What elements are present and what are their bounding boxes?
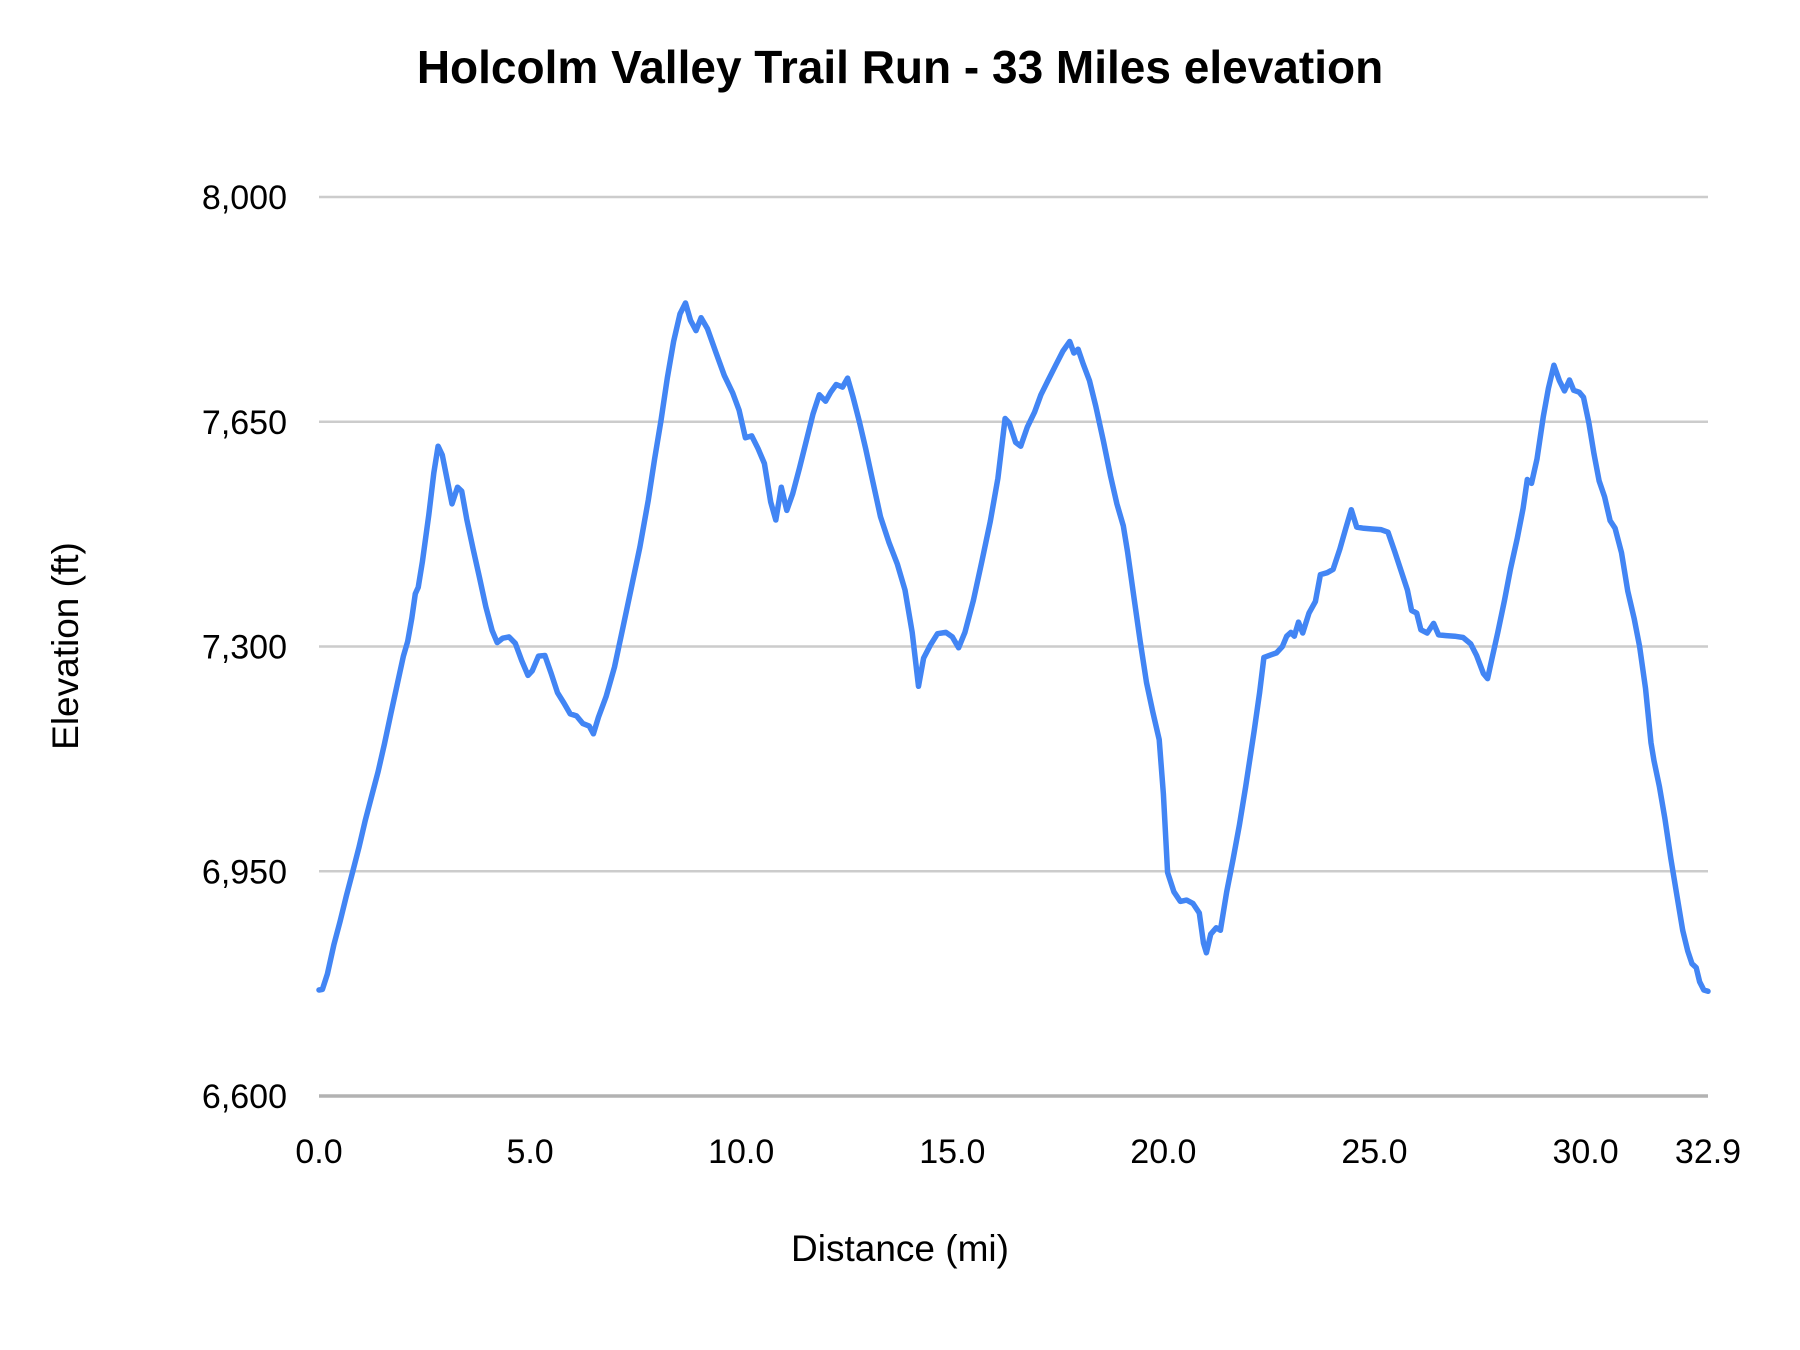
y-tick-label: 7,300 xyxy=(202,629,287,667)
x-tick-label: 30.0 xyxy=(1552,1133,1618,1171)
x-tick-label: 0.0 xyxy=(295,1133,342,1171)
y-axis-title: Elevation (ft) xyxy=(45,542,86,750)
y-tick-label: 6,600 xyxy=(202,1078,287,1116)
x-tick-label: 25.0 xyxy=(1341,1133,1407,1171)
elevation-line xyxy=(316,300,1711,995)
x-tick-label: 10.0 xyxy=(708,1133,774,1171)
x-tick-label: 15.0 xyxy=(919,1133,985,1171)
x-tick-label: 20.0 xyxy=(1130,1133,1196,1171)
y-tick-label: 7,650 xyxy=(202,404,287,442)
x-tick-label: 32.9 xyxy=(1675,1133,1741,1171)
y-tick-label: 6,950 xyxy=(202,853,287,891)
y-tick-label: 8,000 xyxy=(202,179,287,217)
chart-title: Holcolm Valley Trail Run - 33 Miles elev… xyxy=(416,41,1384,93)
x-tick-label: 5.0 xyxy=(506,1133,553,1171)
x-axis-title: Distance (mi) xyxy=(791,1228,1009,1269)
